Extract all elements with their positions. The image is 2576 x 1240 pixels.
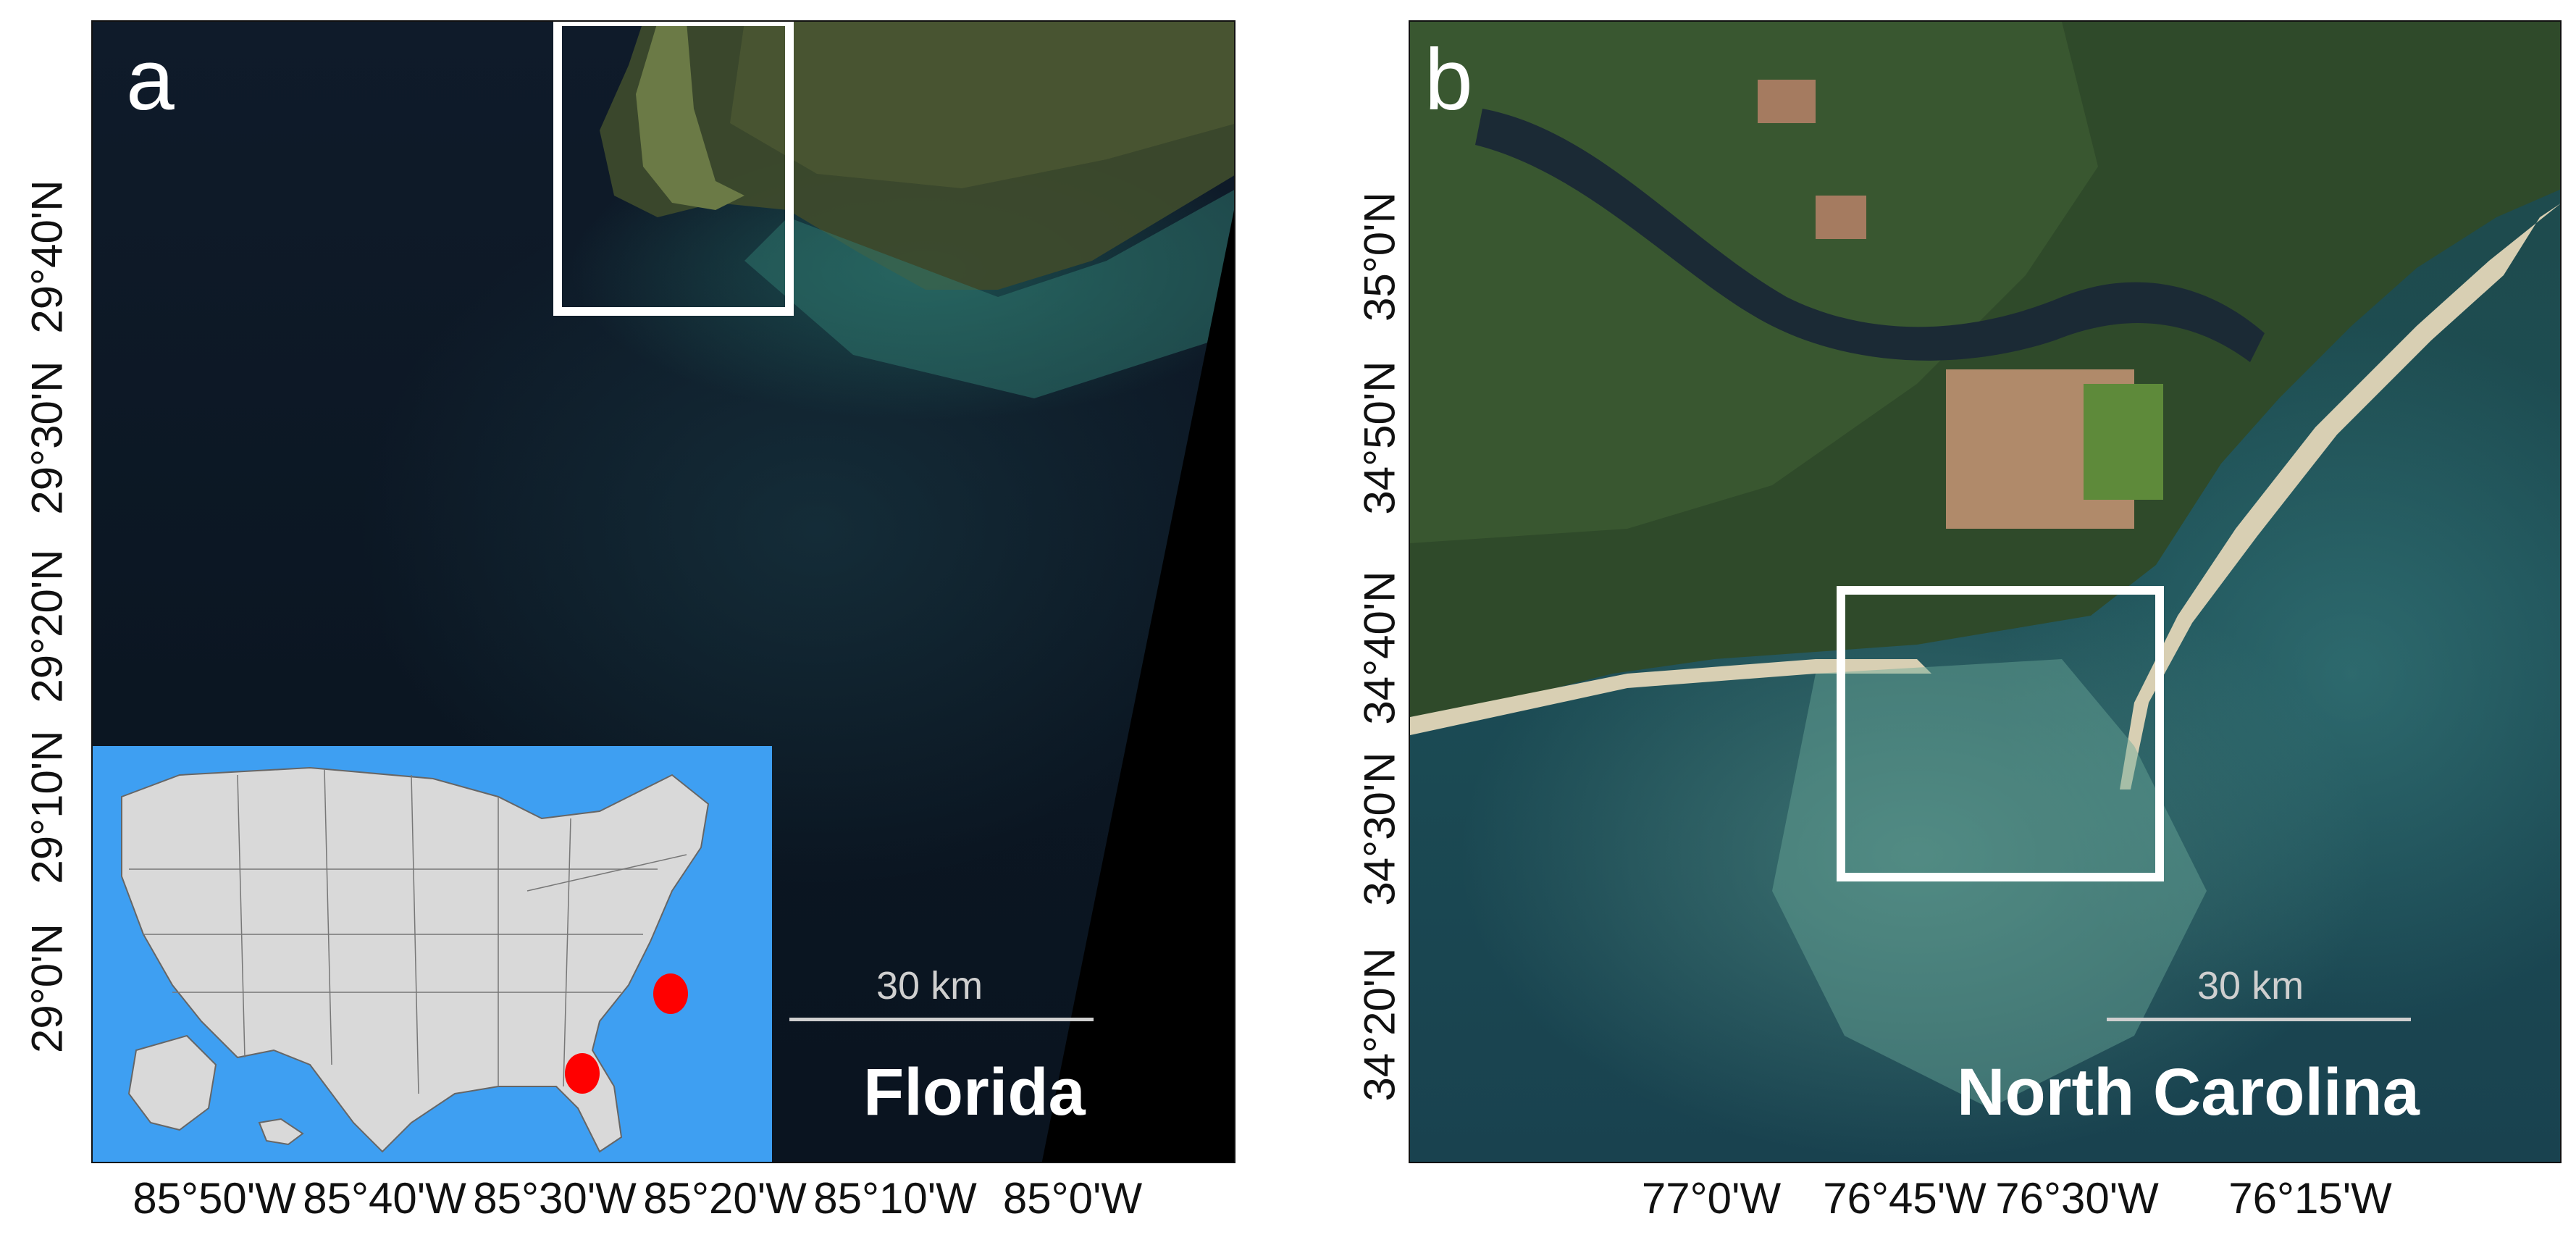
panel-a-lat-label-1: 29°40'N [22, 180, 72, 334]
panel-a-lat-label-4: 29°10'N [22, 730, 72, 884]
panel-b-region-label: North Carolina [1957, 1055, 2420, 1129]
panel-a-scale-bar: 30 km [789, 963, 1094, 1050]
panel-b-scale-line [2107, 1018, 2411, 1021]
panel-b-lat-label-1: 35°0'N [1355, 192, 1404, 322]
panel-b-scale-bar: 30 km [2107, 963, 2411, 1050]
panel-b-north-carolina-map: b 30 km North Carolina [1409, 20, 2562, 1163]
panel-a-lat-label-5: 29°0'N [22, 923, 72, 1053]
panel-b-lat-label-4: 34°30'N [1355, 752, 1404, 906]
florida-sediment-plume [744, 190, 1234, 398]
panel-b-lat-label-3: 34°40'N [1355, 571, 1404, 725]
state-borders [129, 768, 687, 1094]
florida-marker [565, 1053, 600, 1094]
panel-b-lat-label-2: 34°50'N [1355, 361, 1404, 515]
florida-no-data-region [1041, 209, 1234, 1162]
panel-a-letter: a [126, 31, 175, 128]
us-locator-inset [93, 746, 772, 1162]
nc-study-box [1837, 586, 2164, 881]
panel-a-lon-label-4: 85°20'W [643, 1174, 807, 1223]
nc-neuse-river [1475, 109, 2265, 362]
florida-coast-land-texture [730, 22, 1234, 188]
nc-farm-patch-1 [1758, 80, 1816, 123]
panel-a-lon-label-6: 85°0'W [1002, 1174, 1143, 1223]
panel-a-region-label: Florida [863, 1055, 1086, 1129]
panel-a-lat-label-3: 29°20'N [22, 549, 72, 703]
florida-study-box [553, 22, 794, 316]
panel-a-lat-label-2: 29°30'N [22, 361, 72, 515]
nc-farm-patch-2 [1816, 196, 1866, 239]
panel-b-lon-label-3: 76°30'W [1995, 1174, 2159, 1223]
panel-a-lon-label-2: 85°40'W [303, 1174, 466, 1223]
panel-b-letter: b [1425, 31, 1473, 128]
conterminous-us-shape [121, 766, 710, 1153]
panel-b-lon-label-2: 76°45'W [1823, 1174, 1986, 1223]
panel-a-scale-line [789, 1018, 1094, 1021]
north-carolina-marker [653, 973, 688, 1014]
panel-a-lon-label-1: 85°50'W [133, 1174, 296, 1223]
panel-b-lat-label-5: 34°20'N [1355, 947, 1404, 1102]
florida-peninsula [636, 22, 744, 210]
panel-b-lon-label-1: 77°0'W [1641, 1174, 1782, 1223]
panel-b-scale-label: 30 km [2197, 964, 2304, 1008]
panel-a-florida-map: a 30 km Florid [91, 20, 1235, 1163]
nc-agricultural-field-green [2084, 384, 2163, 500]
alaska-shape [127, 1034, 217, 1131]
panel-b-lon-label-4: 76°15'W [2228, 1174, 2392, 1223]
hawaii-shape [258, 1118, 304, 1146]
panel-a-lon-label-3: 85°30'W [473, 1174, 637, 1223]
panel-a-lon-label-5: 85°10'W [813, 1174, 977, 1223]
us-locator-map [121, 766, 710, 1153]
nc-sediment-plume [1772, 659, 2207, 1108]
panel-a-satellite-scene [553, 22, 1234, 1162]
nc-bogue-banks [1410, 659, 1931, 735]
panel-a-scale-label: 30 km [876, 964, 983, 1008]
panel-b-satellite-scene [1410, 22, 2560, 1108]
